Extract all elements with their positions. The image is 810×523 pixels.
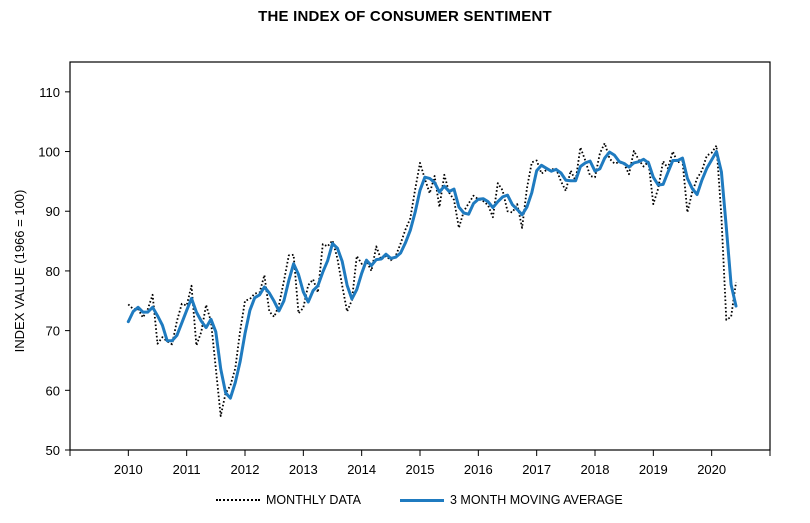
legend-label-monthly: MONTHLY DATA [266, 493, 361, 507]
plot-area-frame [69, 61, 771, 451]
chart-legend: MONTHLY DATA 3 MONTH MOVING AVERAGE [0, 493, 810, 513]
legend-label-moving-average: 3 MONTH MOVING AVERAGE [450, 493, 623, 507]
x-tick-label: 2012 [231, 462, 260, 477]
x-tick-label: 2010 [114, 462, 143, 477]
y-axis-label: INDEX VALUE (1966 = 100) [12, 190, 27, 353]
legend-item-monthly: MONTHLY DATA [216, 493, 361, 507]
legend-item-moving-average: 3 MONTH MOVING AVERAGE [400, 493, 623, 507]
y-tick-label: 100 [38, 145, 60, 160]
y-tick-label: 70 [46, 324, 60, 339]
series-line-moving-average [126, 150, 738, 400]
x-tick-label: 2015 [406, 462, 435, 477]
y-tick-label: 80 [46, 264, 60, 279]
x-tick-label: 2019 [639, 462, 668, 477]
x-tick-label: 2020 [697, 462, 726, 477]
x-tick-label: 2017 [522, 462, 551, 477]
chart-series-layer [126, 142, 738, 417]
x-tick-label: 2014 [347, 462, 376, 477]
y-tick-label: 110 [39, 85, 60, 100]
x-tick-label: 2013 [289, 462, 318, 477]
chart-title: THE INDEX OF CONSUMER SENTIMENT [258, 8, 552, 25]
x-tick-label: 2011 [173, 462, 201, 477]
legend-swatch-monthly [216, 499, 260, 501]
x-tick-label: 2018 [581, 462, 610, 477]
legend-swatch-moving-average [400, 498, 444, 502]
y-tick-label: 50 [46, 443, 60, 458]
series-line-monthly [127, 142, 737, 417]
x-tick-label: 2016 [464, 462, 493, 477]
y-tick-label: 90 [46, 204, 60, 219]
chart-axes: 50 60 70 80 90 100 110 2010 2011 2012 2013 2014 2015… [38, 61, 771, 477]
y-tick-label: 60 [46, 383, 60, 398]
